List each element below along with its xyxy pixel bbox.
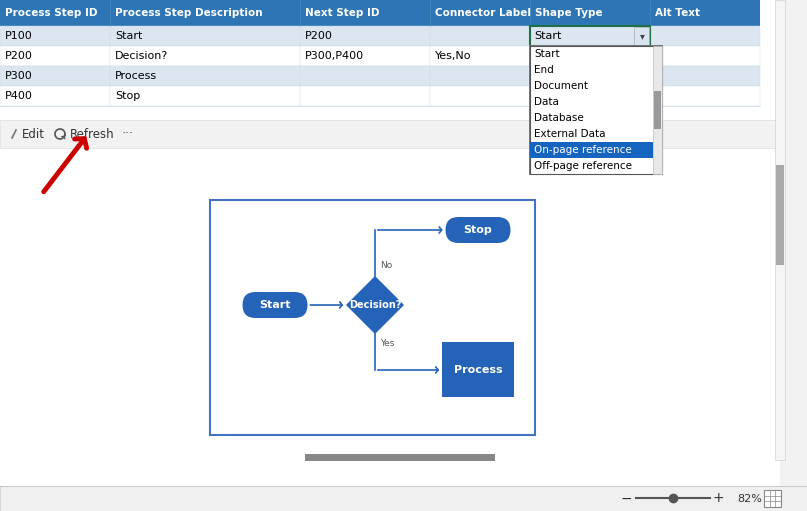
FancyBboxPatch shape [775,0,785,460]
FancyBboxPatch shape [0,86,760,106]
Text: Data: Data [534,97,559,107]
Text: 82%: 82% [737,494,762,503]
Text: −: − [621,492,632,505]
Text: Process Step ID: Process Step ID [5,8,98,18]
FancyBboxPatch shape [242,292,307,318]
FancyBboxPatch shape [0,0,780,486]
FancyBboxPatch shape [654,91,661,129]
Text: Process: Process [115,71,157,81]
FancyBboxPatch shape [776,165,784,265]
Text: Stop: Stop [464,225,492,235]
Text: Shape Type: Shape Type [535,8,603,18]
Text: Database: Database [534,113,583,123]
Text: Start: Start [259,300,291,310]
FancyBboxPatch shape [529,45,663,175]
Text: Process: Process [454,365,502,375]
Text: Yes: Yes [380,339,395,349]
FancyBboxPatch shape [764,490,781,507]
Text: Edit: Edit [22,128,45,141]
Text: P200: P200 [5,51,33,61]
Text: Refresh: Refresh [70,128,115,141]
Text: Stop: Stop [115,91,140,101]
Text: P300: P300 [5,71,33,81]
Text: Connector Label: Connector Label [435,8,531,18]
Text: End: End [534,65,554,75]
Text: Start: Start [115,31,142,41]
FancyBboxPatch shape [653,46,662,174]
Text: Start: Start [534,31,562,41]
Text: P400: P400 [5,91,33,101]
Text: Next Step ID: Next Step ID [305,8,379,18]
FancyBboxPatch shape [0,486,807,511]
Text: Start: Start [534,49,559,59]
FancyBboxPatch shape [530,142,653,158]
Text: External Data: External Data [534,129,605,139]
FancyBboxPatch shape [530,46,662,174]
Text: P200: P200 [305,31,332,41]
Text: No: No [380,262,392,270]
Text: P300,P400: P300,P400 [305,51,364,61]
FancyBboxPatch shape [0,0,760,26]
FancyBboxPatch shape [0,26,760,46]
FancyBboxPatch shape [0,46,760,66]
Text: +: + [713,492,724,505]
Text: P100: P100 [5,31,33,41]
Text: Document: Document [534,81,588,91]
Text: Decision?: Decision? [349,300,401,310]
Text: ···: ··· [122,128,134,141]
Text: Yes,No: Yes,No [435,51,471,61]
Polygon shape [346,276,404,334]
Text: Decision?: Decision? [115,51,168,61]
FancyBboxPatch shape [634,27,649,45]
Text: Process Step Description: Process Step Description [115,8,262,18]
Text: On-page reference: On-page reference [534,145,632,155]
FancyBboxPatch shape [442,342,514,398]
FancyBboxPatch shape [0,66,760,86]
FancyBboxPatch shape [305,454,495,461]
FancyBboxPatch shape [210,200,535,435]
FancyBboxPatch shape [445,217,511,243]
Text: Off-page reference: Off-page reference [534,161,632,171]
Text: Alt Text: Alt Text [655,8,700,18]
Text: ▾: ▾ [640,31,645,41]
FancyBboxPatch shape [0,120,780,148]
FancyBboxPatch shape [530,26,650,46]
